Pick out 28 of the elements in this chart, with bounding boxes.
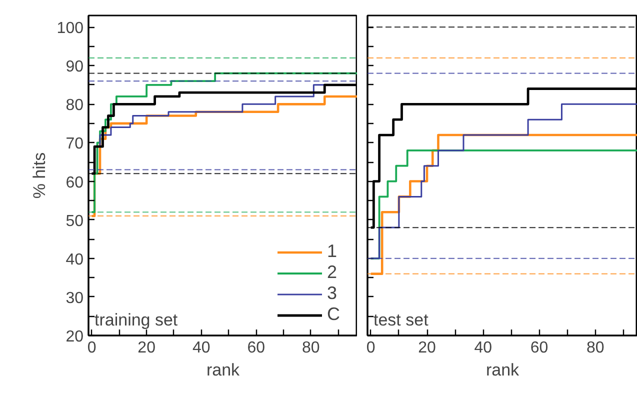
y-tick-label: 20 [66, 328, 84, 346]
x-tick-label: 60 [247, 340, 266, 356]
y-tick-label: 60 [66, 174, 84, 192]
x-axis-title: rank [206, 360, 240, 380]
y-tick-label: 100 [56, 20, 84, 38]
y-axis-title: % hits [30, 152, 49, 199]
y-tick-label: 80 [66, 97, 84, 114]
legend-label: 2 [327, 262, 338, 283]
x-tick-label: 40 [192, 340, 210, 356]
text: test set [374, 310, 429, 330]
x-tick-label: 0 [87, 340, 96, 356]
y-tick-label: 50 [66, 212, 84, 230]
legend-label: 1 [327, 241, 338, 262]
x-tick-label: 20 [418, 340, 436, 356]
x-tick-label: 0 [366, 340, 376, 356]
x-tick-label: 80 [302, 340, 320, 356]
x-tick-label: 60 [530, 340, 548, 356]
x-tick-label: 20 [138, 340, 156, 356]
legend-label: C [327, 304, 341, 325]
y-tick-label: 90 [66, 58, 84, 76]
x-tick-label: 40 [474, 340, 492, 356]
x-tick-label: 80 [586, 340, 604, 356]
y-tick-label: 30 [66, 290, 84, 307]
legend-label: 3 [327, 283, 338, 304]
y-tick-label: 40 [66, 251, 84, 268]
y-tick-label: 70 [66, 136, 84, 153]
text: training set [94, 310, 178, 330]
x-axis-title: rank [486, 360, 520, 380]
